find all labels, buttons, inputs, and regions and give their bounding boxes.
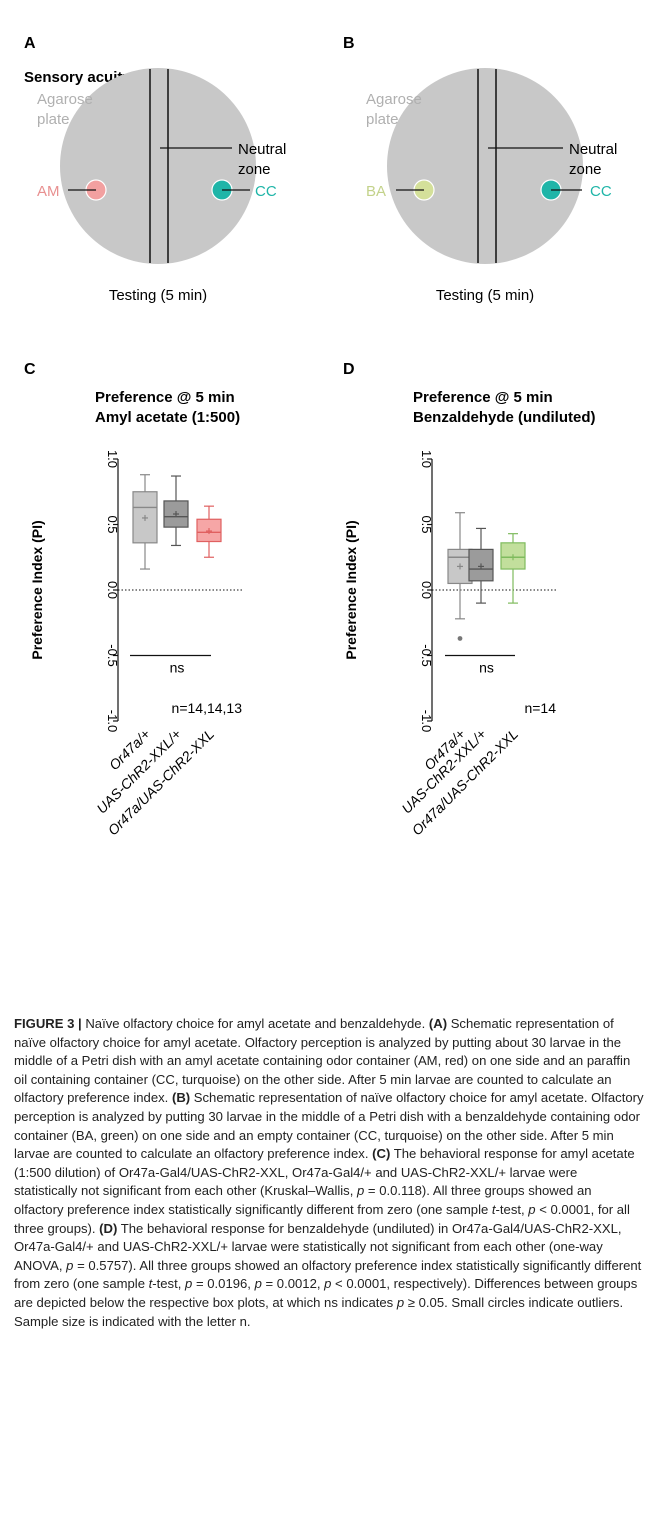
plate-label-b-line2: plate (366, 111, 399, 128)
figure-caption: FIGURE 3 | Naïve olfactory choice for am… (14, 1015, 644, 1331)
y-axis-label: Preference Index (PI) (343, 520, 359, 659)
chart-d-benzaldehyde: Preference @ 5 min Benzaldehyde (undilute… (343, 389, 596, 838)
y-tick-label: -1.0 (105, 710, 120, 732)
chart-title-line2: Amyl acetate (1:500) (95, 409, 240, 426)
neutral-label-b-line1: Neutral (569, 141, 617, 158)
caption-d-p5: p (396, 1294, 405, 1310)
panel-letter-a: A (24, 35, 36, 52)
caption-b-text: Schematic representation of naïve olfact… (14, 1090, 644, 1162)
caption-c-ref: (C) (372, 1146, 391, 1162)
neutral-label-a-line2: zone (238, 161, 271, 178)
caption-d-p3: p (254, 1276, 262, 1292)
panel-a: A Sensory acuity Agarose plate Neutral z… (24, 35, 286, 304)
caption-a-ref: (A) (428, 1016, 448, 1031)
outlier-point (457, 636, 463, 641)
y-tick-label: -0.5 (105, 644, 120, 666)
plate-label-a-line1: Agarose (37, 91, 93, 108)
box-iqr (132, 491, 158, 544)
caption-c-text1: The behavioral response for amyl acetate… (14, 1146, 635, 1199)
caption-d-p4: p (324, 1276, 332, 1292)
y-axis-label: Preference Index (PI) (29, 520, 45, 659)
y-tick-label: 1.0 (105, 450, 120, 468)
caption-d-text2: = 0.5757). All three groups showed an ol… (14, 1257, 642, 1292)
panel-letter-b: B (343, 35, 355, 52)
y-tick-label: -1.0 (419, 710, 434, 732)
sample-size-label: n=14,14,13 (172, 700, 243, 716)
y-tick-label: 0.0 (105, 581, 120, 599)
caption-d-text6: < 0.0001, respectively). Differences bet… (14, 1276, 638, 1310)
caption-d-text3: -test, (152, 1276, 186, 1292)
caption-c-p1: p (357, 1183, 365, 1199)
caption-c-p2: p (528, 1201, 536, 1217)
sample-size-label: n=14 (524, 700, 556, 716)
plate-label-b-line1: Agarose (366, 91, 422, 108)
plate-label-a-line2: plate (37, 111, 70, 128)
figure-panels: A Sensory acuity Agarose plate Neutral z… (24, 35, 617, 838)
caption-d-text1: The behavioral response for benzaldehyde… (14, 1220, 622, 1273)
caption-d-p1: p (66, 1257, 74, 1273)
am-label: AM (37, 183, 60, 200)
caption-c-t: t (491, 1201, 496, 1217)
agarose-plate-b (387, 68, 583, 264)
chart-title-line2: Benzaldehyde (undiluted) (413, 409, 596, 426)
testing-label-a: Testing (5 min) (109, 287, 207, 304)
neutral-label-a-line1: Neutral (238, 141, 286, 158)
agarose-plate-a (60, 68, 256, 264)
cc-label-b: CC (590, 183, 612, 200)
section-title-sensory-acuity: Sensory acuity (24, 69, 131, 86)
chart-title-line1: Preference @ 5 min (95, 389, 235, 406)
chart-title-line1: Preference @ 5 min (413, 389, 553, 406)
caption-lead: FIGURE 3 | (14, 1016, 82, 1031)
significance-label: ns (170, 660, 185, 676)
y-tick-label: 0.5 (419, 515, 434, 533)
cc-label-a: CC (255, 183, 277, 200)
caption-c-text2: = 0.0.118). All three groups showed an o… (14, 1183, 592, 1217)
neutral-label-b-line2: zone (569, 161, 602, 178)
caption-a-text: Schematic representation of naïve olfact… (14, 1016, 631, 1106)
caption-d-text7: ≥ 0.05. Small circles indicate outliers.… (14, 1294, 624, 1329)
caption-c-text4: < 0.0001, for all three groups). (14, 1201, 630, 1236)
panel-letter-c: C (24, 361, 36, 378)
y-tick-label: 0.5 (105, 515, 120, 533)
ba-label: BA (366, 183, 386, 200)
caption-title: Naïve olfactory choice for amyl acetate … (81, 1016, 426, 1031)
caption-b-ref: (B) (171, 1090, 191, 1106)
y-tick-label: 0.0 (419, 581, 434, 599)
caption-d-ref: (D) (99, 1220, 118, 1236)
panel-letter-d: D (343, 361, 355, 378)
y-tick-label: -0.5 (419, 644, 434, 666)
significance-label: ns (479, 660, 494, 676)
y-tick-label: 1.0 (419, 450, 434, 468)
caption-d-text5: = 0.0012, (261, 1276, 325, 1292)
caption-d-p2: p (185, 1276, 193, 1292)
chart-c-amyl-acetate: Preference @ 5 min Amyl acetate (1:500) 1.… (29, 389, 242, 838)
caption-d-t: t (148, 1276, 153, 1292)
panel-b: B Agarose plate Neutral zone BA CC Testi… (343, 35, 617, 304)
caption-c-text3: -test, (495, 1201, 529, 1217)
caption-d-text4: = 0.0196, (192, 1276, 255, 1292)
testing-label-b: Testing (5 min) (436, 287, 534, 304)
